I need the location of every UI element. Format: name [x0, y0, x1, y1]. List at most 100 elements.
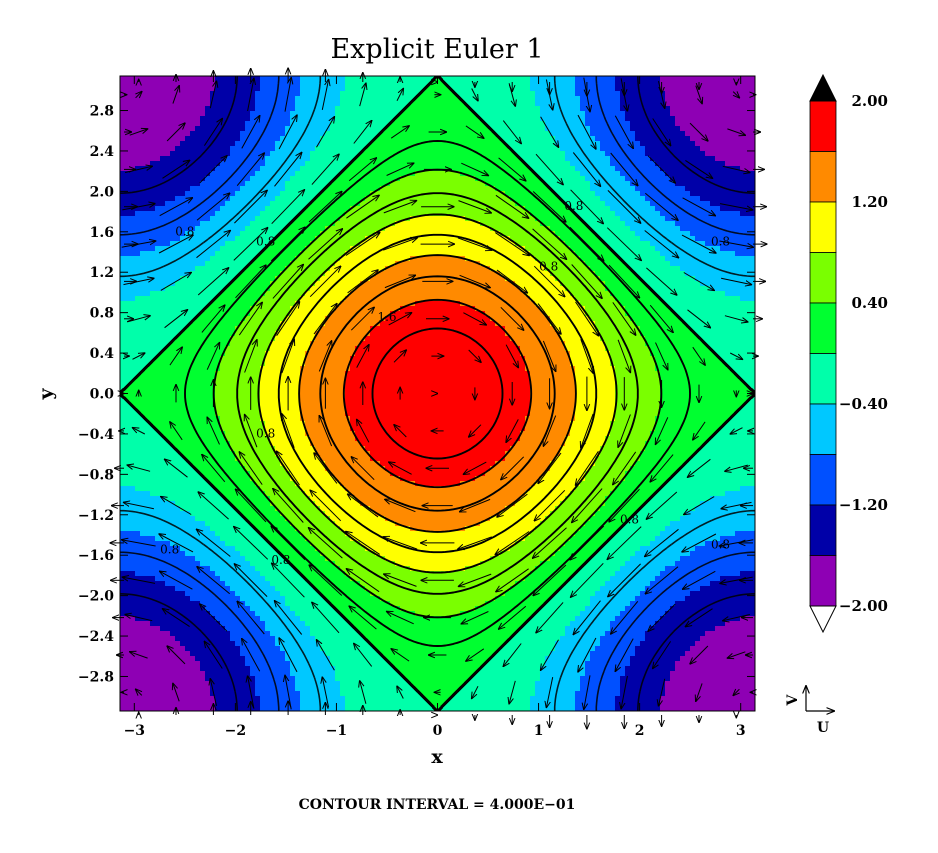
- vector-arrow: [384, 275, 416, 289]
- contour-fill-cell: [235, 546, 276, 552]
- vector-arrow: [727, 651, 746, 658]
- contour-fill-cell: [510, 196, 561, 202]
- contour-fill-cell: [580, 106, 621, 112]
- contour-fill-cell: [120, 496, 166, 502]
- contour-fill-cell: [655, 576, 721, 582]
- contour-fill-cell: [155, 206, 221, 212]
- contour-fill-cell: [205, 606, 251, 612]
- vector-arrow: [615, 638, 634, 672]
- contour-fill-cell: [305, 421, 351, 427]
- contour-fill-cell: [570, 421, 611, 427]
- contour-fill-cell: [330, 471, 391, 477]
- contour-fill-cell: [465, 256, 536, 262]
- contour-fill-cell: [200, 221, 251, 227]
- contour-fill-cell: [585, 176, 626, 182]
- contour-fill-cell: [725, 421, 755, 427]
- contour-fill-cell: [475, 606, 541, 612]
- contour-fill-cell: [390, 311, 486, 317]
- contour-fill-cell: [195, 656, 246, 662]
- contour-fill-cell: [240, 231, 281, 237]
- contour-fill-cell: [530, 76, 576, 82]
- contour-fill-cell: [570, 206, 611, 212]
- vector-arrow: [612, 302, 636, 335]
- contour-fill-cell: [120, 396, 126, 402]
- contour-fill-cell: [650, 241, 706, 247]
- y-tick-label: −2.8: [78, 669, 114, 685]
- contour-fill-cell: [345, 706, 436, 711]
- vector-arrow: [234, 564, 268, 597]
- contour-fill-cell: [180, 546, 236, 552]
- contour-fill-cell: [120, 506, 181, 512]
- colorbar-band: [809, 353, 837, 405]
- vector-arrow: [235, 265, 267, 299]
- contour-fill-cell: [345, 86, 426, 92]
- vector-arrow: [729, 352, 742, 359]
- y-axis: 2.8 2.4 2.0 1.6 1.2 0.8 0.4 0.0 −0.4 −0.8 −1.2 −1.6…: [78, 104, 755, 685]
- vector-arrow: [460, 498, 491, 511]
- contour-fill-cell: [635, 551, 691, 557]
- contour-fill-cell: [690, 551, 755, 557]
- contour-fill-cell: [380, 321, 496, 327]
- vector-arrow: [730, 427, 743, 434]
- vector-arrow: [733, 689, 739, 695]
- vector-arrow: [314, 453, 338, 484]
- contour-fill-cell: [295, 611, 341, 617]
- vector-arrow: [692, 346, 705, 365]
- vector-arrow: [172, 86, 179, 104]
- contour-fill-cell: [365, 546, 511, 552]
- contour-fill-cell: [120, 151, 171, 157]
- contour-fill-cell: [470, 106, 541, 112]
- contour-fill-cell: [120, 366, 146, 372]
- contour-fill-cell: [515, 151, 566, 157]
- contour-fill-cell: [275, 146, 316, 152]
- contour-fill-cell: [665, 216, 755, 222]
- contour-fill-cell: [445, 81, 531, 87]
- vector-arrow: [656, 417, 669, 444]
- contour-fill-cell: [620, 681, 666, 687]
- contour-fill-cell: [185, 456, 236, 462]
- contour-fill-cell: [365, 446, 511, 452]
- contour-fill-cell: [325, 226, 386, 232]
- contour-fill-cell: [640, 546, 696, 552]
- vector-arrow: [650, 454, 674, 482]
- contour-fill-cell: [260, 571, 301, 577]
- contour-fill-cell: [695, 141, 755, 147]
- vector-arrow: [125, 615, 153, 622]
- contour-fill-cell: [345, 571, 531, 577]
- contour-fill-cell: [310, 436, 356, 442]
- vector-arrow: [244, 340, 257, 373]
- vector-arrow: [617, 339, 630, 373]
- contour-fill-cell: [655, 246, 721, 252]
- contour-fill-cell: [120, 691, 211, 697]
- contour-fill-cell: [675, 601, 755, 607]
- vector-arrow: [277, 451, 300, 486]
- vector-arrow: [683, 272, 714, 291]
- contour-fill-cell: [120, 611, 211, 617]
- contour-fill-cell: [640, 331, 696, 337]
- vector-arrow: [384, 574, 417, 587]
- contour-fill-cell: [335, 521, 396, 527]
- contour-fill-cell: [480, 221, 541, 227]
- contour-fill-cell: [120, 631, 171, 637]
- contour-fill-cell: [210, 96, 256, 102]
- vector-arrow: [506, 419, 519, 442]
- contour-fill-cell: [620, 106, 671, 112]
- contour-fill-cell: [190, 651, 241, 657]
- vector-arrow: [238, 302, 262, 336]
- contour-fill-cell: [305, 621, 351, 627]
- vector-arrow: [383, 201, 417, 214]
- contour-fill-cell: [120, 91, 211, 97]
- contour-fill-cell: [675, 311, 755, 317]
- contour-fill-cell: [670, 111, 755, 117]
- vector-arrow: [159, 198, 193, 217]
- vector-arrow: [394, 425, 407, 438]
- contour-fill-cell: [480, 521, 541, 527]
- vector-arrow: [502, 120, 521, 144]
- y-tick-label: −0.4: [78, 427, 114, 443]
- contour-fill-cell: [120, 451, 181, 457]
- contour-fill-cell: [210, 256, 256, 262]
- contour-fill-cell: [600, 506, 641, 512]
- contour-fill-cell: [380, 131, 496, 137]
- contour-fill-cell: [260, 391, 301, 397]
- contour-fill-cell: [575, 76, 616, 82]
